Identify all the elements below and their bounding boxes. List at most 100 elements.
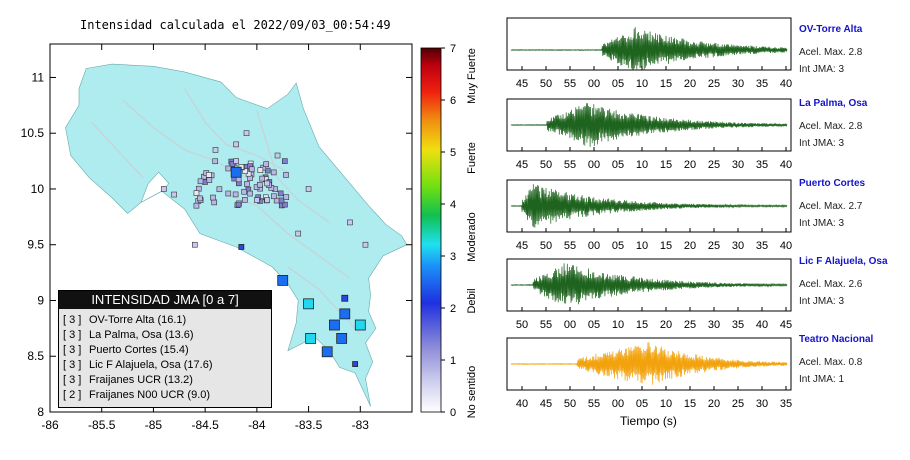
station-marker (263, 161, 269, 167)
legend-item: [ 3 ] La Palma, Osa (13.6) (63, 328, 271, 343)
intensity-marker (303, 298, 314, 310)
station-marker (347, 219, 353, 226)
time-tick-label: 55 (588, 398, 600, 410)
colorbar-tick-label: 3 (450, 251, 456, 263)
station-marker (235, 201, 242, 208)
station-name: Puerto Cortes (799, 178, 866, 189)
time-tick-label: 50 (540, 159, 552, 171)
station-marker (283, 172, 289, 178)
station-marker (256, 181, 263, 188)
river-line (183, 88, 289, 173)
time-tick-label: 45 (516, 78, 528, 90)
time-tick-label: 50 (540, 78, 552, 90)
colorbar-tick-label: 1 (450, 355, 456, 367)
station-marker (242, 168, 248, 174)
station-marker (259, 175, 266, 182)
station-marker (233, 141, 239, 148)
station-marker (197, 178, 204, 185)
lon-tick-label: -85.5 (88, 418, 116, 432)
time-tick-label: 35 (756, 240, 768, 252)
river-line (90, 121, 144, 179)
legend-item-name: Lic F Alajuela, Osa (17.6) (89, 359, 213, 371)
time-tick-label: 10 (660, 398, 672, 410)
station-marker (216, 186, 223, 193)
station-marker (192, 241, 198, 248)
time-tick-label: 05 (636, 398, 648, 410)
station-jma-intensity: Int JMA: 3 (799, 138, 845, 149)
legend-item-level: [ 3 ] (63, 314, 82, 326)
time-tick-label: 10 (636, 159, 648, 171)
station-jma-intensity: Int JMA: 1 (799, 374, 845, 385)
lon-tick-label: -84 (248, 418, 266, 432)
time-tick-label: 40 (516, 398, 528, 410)
station-marker (244, 181, 250, 187)
legend-item: [ 3 ] Fraijanes UCR (13.2) (63, 373, 271, 388)
waveform-trace (510, 184, 788, 228)
time-tick-label: 20 (684, 78, 696, 90)
lat-tick-label: 11 (32, 70, 45, 84)
station-name: Teatro Nacional (799, 334, 874, 345)
intensity-marker (352, 361, 359, 367)
time-tick-label: 05 (612, 159, 624, 171)
intensity-legend: INTENSIDAD JMA [0 a 7] [ 3 ] OV-Torre Alt… (58, 290, 272, 408)
station-marker (270, 169, 277, 176)
time-tick-label: 25 (684, 319, 696, 331)
colorbar-tick-label: 7 (450, 43, 456, 55)
time-tick-label: 55 (564, 78, 576, 90)
time-tick-label: 30 (732, 159, 744, 171)
time-tick-label: 45 (780, 319, 792, 331)
colorbar-tick-label: 2 (450, 303, 456, 315)
station-max-accel: Acel. Max. 2.8 (799, 121, 863, 132)
station-marker (278, 197, 285, 204)
station-marker (241, 188, 247, 195)
time-tick-label: 25 (732, 398, 744, 410)
legend-item-name: La Palma, Osa (13.6) (89, 329, 194, 341)
time-tick-label: 00 (564, 319, 576, 331)
legend-item: [ 2 ] Fraijanes N00 UCR (9.0) (63, 388, 271, 403)
station-marker (247, 190, 253, 197)
legend-item-name: OV-Torre Alta (16.1) (89, 314, 187, 326)
station-marker (248, 166, 255, 173)
station-marker (271, 193, 277, 200)
lat-tick-label: 9 (37, 293, 44, 307)
station-marker (305, 186, 312, 192)
time-tick-label: 15 (660, 240, 672, 252)
time-tick-label: 35 (756, 78, 768, 90)
time-tick-label: 15 (660, 78, 672, 90)
time-tick-label: 10 (636, 240, 648, 252)
station-marker (160, 186, 167, 192)
station-marker (243, 130, 250, 137)
station-marker (295, 230, 302, 237)
legend-item-level: [ 3 ] (63, 374, 82, 386)
time-tick-label: 55 (540, 319, 552, 331)
station-marker (232, 191, 239, 198)
time-tick-label: 40 (780, 78, 792, 90)
station-marker (264, 167, 271, 174)
legend-item: [ 3 ] Puerto Cortes (15.4) (63, 343, 271, 358)
legend-item: [ 3 ] Lic F Alajuela, Osa (17.6) (63, 358, 271, 373)
time-tick-label: 40 (780, 159, 792, 171)
station-marker (225, 165, 232, 172)
time-tick-label: 30 (756, 398, 768, 410)
station-marker (264, 197, 271, 203)
time-tick-label: 50 (516, 319, 528, 331)
time-tick-label: 00 (588, 159, 600, 171)
legend-item-level: [ 3 ] (63, 359, 82, 371)
legend-item-level: [ 3 ] (63, 329, 82, 341)
station-marker (212, 158, 219, 165)
station-name: OV-Torre Alta (799, 24, 863, 35)
station-marker (210, 194, 216, 201)
legend-item-level: [ 3 ] (63, 344, 82, 356)
station-jma-intensity: Int JMA: 3 (799, 296, 845, 307)
river-line (287, 266, 361, 335)
colorbar-category-label: Muy Fuerte (466, 48, 478, 104)
lon-tick-label: -83.5 (295, 418, 323, 432)
gulf-of-nicoya (140, 171, 170, 204)
station-marker (205, 172, 212, 178)
intensity-marker (230, 166, 242, 178)
time-tick-label: 00 (588, 78, 600, 90)
station-marker (257, 167, 264, 173)
time-axis-label: Tiempo (s) (620, 414, 677, 428)
time-tick-label: 05 (612, 240, 624, 252)
